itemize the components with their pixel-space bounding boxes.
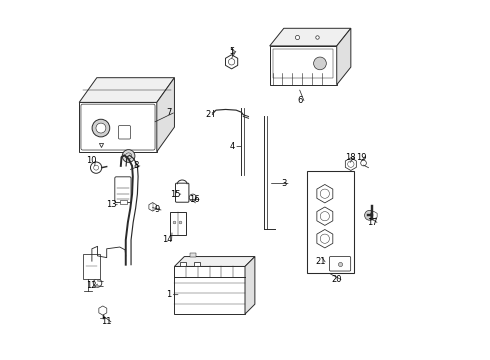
Circle shape	[92, 119, 110, 137]
Polygon shape	[83, 254, 100, 279]
FancyBboxPatch shape	[273, 49, 333, 78]
Text: 14: 14	[162, 235, 172, 244]
Text: 1: 1	[167, 290, 172, 299]
Polygon shape	[79, 78, 174, 102]
Text: 7: 7	[167, 108, 172, 117]
Circle shape	[189, 194, 196, 201]
Circle shape	[365, 210, 374, 220]
Text: 18: 18	[345, 153, 355, 162]
FancyBboxPatch shape	[175, 183, 189, 202]
Text: 6: 6	[297, 96, 302, 105]
Polygon shape	[157, 78, 174, 152]
Polygon shape	[245, 257, 255, 314]
FancyBboxPatch shape	[81, 104, 155, 150]
Text: 8: 8	[133, 161, 138, 170]
Circle shape	[122, 150, 135, 162]
Text: 15: 15	[170, 190, 181, 199]
Text: 20: 20	[331, 275, 342, 284]
Circle shape	[361, 160, 367, 166]
Circle shape	[314, 57, 326, 70]
FancyBboxPatch shape	[180, 262, 186, 266]
Text: 16: 16	[190, 195, 200, 204]
FancyBboxPatch shape	[329, 257, 351, 271]
Text: 21: 21	[316, 257, 326, 266]
FancyBboxPatch shape	[115, 177, 131, 203]
FancyBboxPatch shape	[170, 212, 186, 235]
FancyBboxPatch shape	[194, 262, 200, 266]
FancyBboxPatch shape	[119, 126, 130, 139]
Text: 11: 11	[101, 317, 112, 326]
FancyBboxPatch shape	[121, 201, 127, 204]
Text: 13: 13	[106, 200, 117, 209]
Polygon shape	[270, 28, 351, 46]
Text: 12: 12	[86, 282, 97, 290]
Polygon shape	[174, 257, 255, 266]
Text: 19: 19	[356, 153, 367, 162]
Polygon shape	[337, 28, 351, 85]
Circle shape	[96, 123, 106, 133]
Text: 9: 9	[154, 206, 159, 215]
Text: 5: 5	[229, 47, 234, 56]
FancyBboxPatch shape	[190, 253, 196, 257]
Text: 17: 17	[368, 218, 378, 227]
Text: 3: 3	[281, 179, 287, 188]
Text: 10: 10	[86, 156, 97, 165]
Polygon shape	[174, 266, 245, 314]
Text: 4: 4	[230, 142, 235, 151]
Polygon shape	[79, 102, 157, 152]
Polygon shape	[270, 46, 337, 85]
Text: 2: 2	[205, 110, 211, 119]
